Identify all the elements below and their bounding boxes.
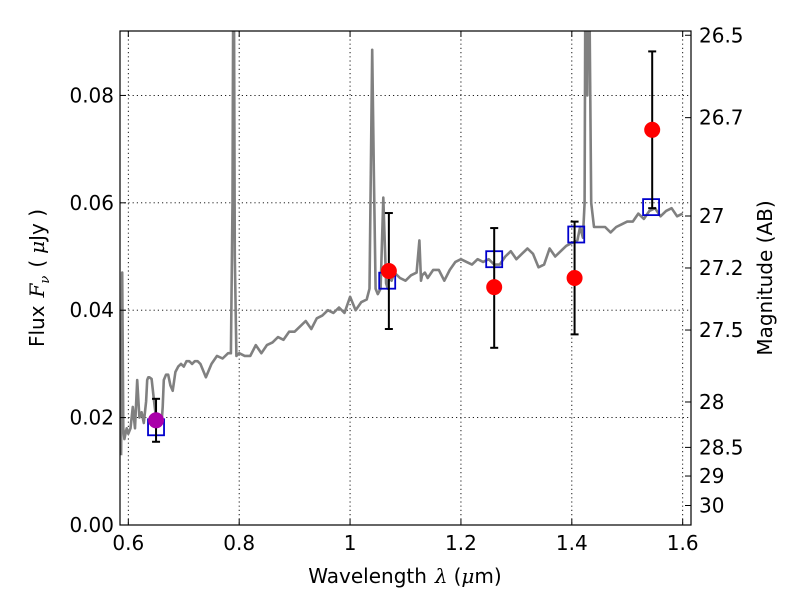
observed-point — [148, 412, 165, 429]
y2-tick-label: 28 — [699, 390, 724, 414]
y-axis-label-open: ( — [25, 260, 49, 268]
y2-tick-label: 27.5 — [699, 318, 744, 342]
y2-tick-label: 27.2 — [699, 256, 744, 280]
y-tick-label: 0.06 — [69, 191, 114, 215]
y-axis-label-unit: Jy ) — [25, 209, 49, 243]
y-ticks: 0.00 0.02 0.04 0.06 0.08 — [69, 83, 126, 537]
x-axis-label: Wavelength λ (μm) — [308, 564, 501, 588]
errorbar-layer — [152, 50, 657, 443]
y2-tick-label: 30 — [699, 494, 724, 518]
x-tick-label: 1.6 — [667, 531, 699, 555]
y-axis-label-text: Flux — [25, 305, 49, 347]
x-tick-label: 1 — [344, 531, 357, 555]
x-tick-label: 0.6 — [112, 531, 144, 555]
y2-tick-label: 26.5 — [699, 23, 744, 47]
y-tick-label: 0.02 — [69, 406, 114, 430]
y-axis-label-symbol: F — [25, 282, 49, 298]
x-tick-label: 1.4 — [556, 531, 588, 555]
y2-tick-label: 29 — [699, 464, 724, 488]
x-axis-label-symbol: λ — [434, 564, 448, 588]
x-axis-label-text: Wavelength — [308, 564, 427, 588]
y-axis-label: Flux Fν ( μJy ) — [25, 209, 53, 347]
x-tick-label: 0.8 — [223, 531, 255, 555]
x-ticks: 0.6 0.8 1 1.2 1.4 1.6 — [112, 31, 699, 555]
model-spectrum-line — [120, 31, 684, 456]
y-tick-label: 0.04 — [69, 298, 114, 322]
y-tick-label: 0.08 — [69, 83, 114, 107]
x-axis-label-open: ( — [454, 564, 462, 588]
plot-frame — [119, 30, 692, 526]
observed-point — [486, 279, 503, 296]
model-photometry-square — [567, 225, 586, 244]
model-photometry-square — [642, 198, 660, 217]
y2-ticks: 26.5 26.7 27 27.2 27.5 28 28.5 29 30 — [685, 23, 744, 518]
observed-point — [380, 263, 397, 280]
x-tick-label: 1.2 — [445, 531, 477, 555]
model-spectrum-layer — [120, 31, 684, 456]
y-tick-label: 0.00 — [69, 513, 114, 537]
y-axis-label-subscript: ν — [38, 276, 53, 284]
observed-point — [566, 270, 583, 286]
x-axis-label-unit: m) — [474, 564, 501, 588]
y-axis-label-mu: μ — [25, 241, 49, 254]
grid-lines — [120, 31, 691, 525]
y2-tick-label: 28.5 — [699, 435, 744, 459]
x-axis-label-mu: μ — [461, 564, 474, 588]
y2-axis-label: Magnitude (AB) — [753, 200, 777, 355]
y2-tick-label: 27 — [699, 204, 724, 228]
y2-tick-label: 26.7 — [699, 106, 744, 130]
observed-points-layer — [148, 121, 661, 429]
observed-point — [644, 121, 661, 138]
